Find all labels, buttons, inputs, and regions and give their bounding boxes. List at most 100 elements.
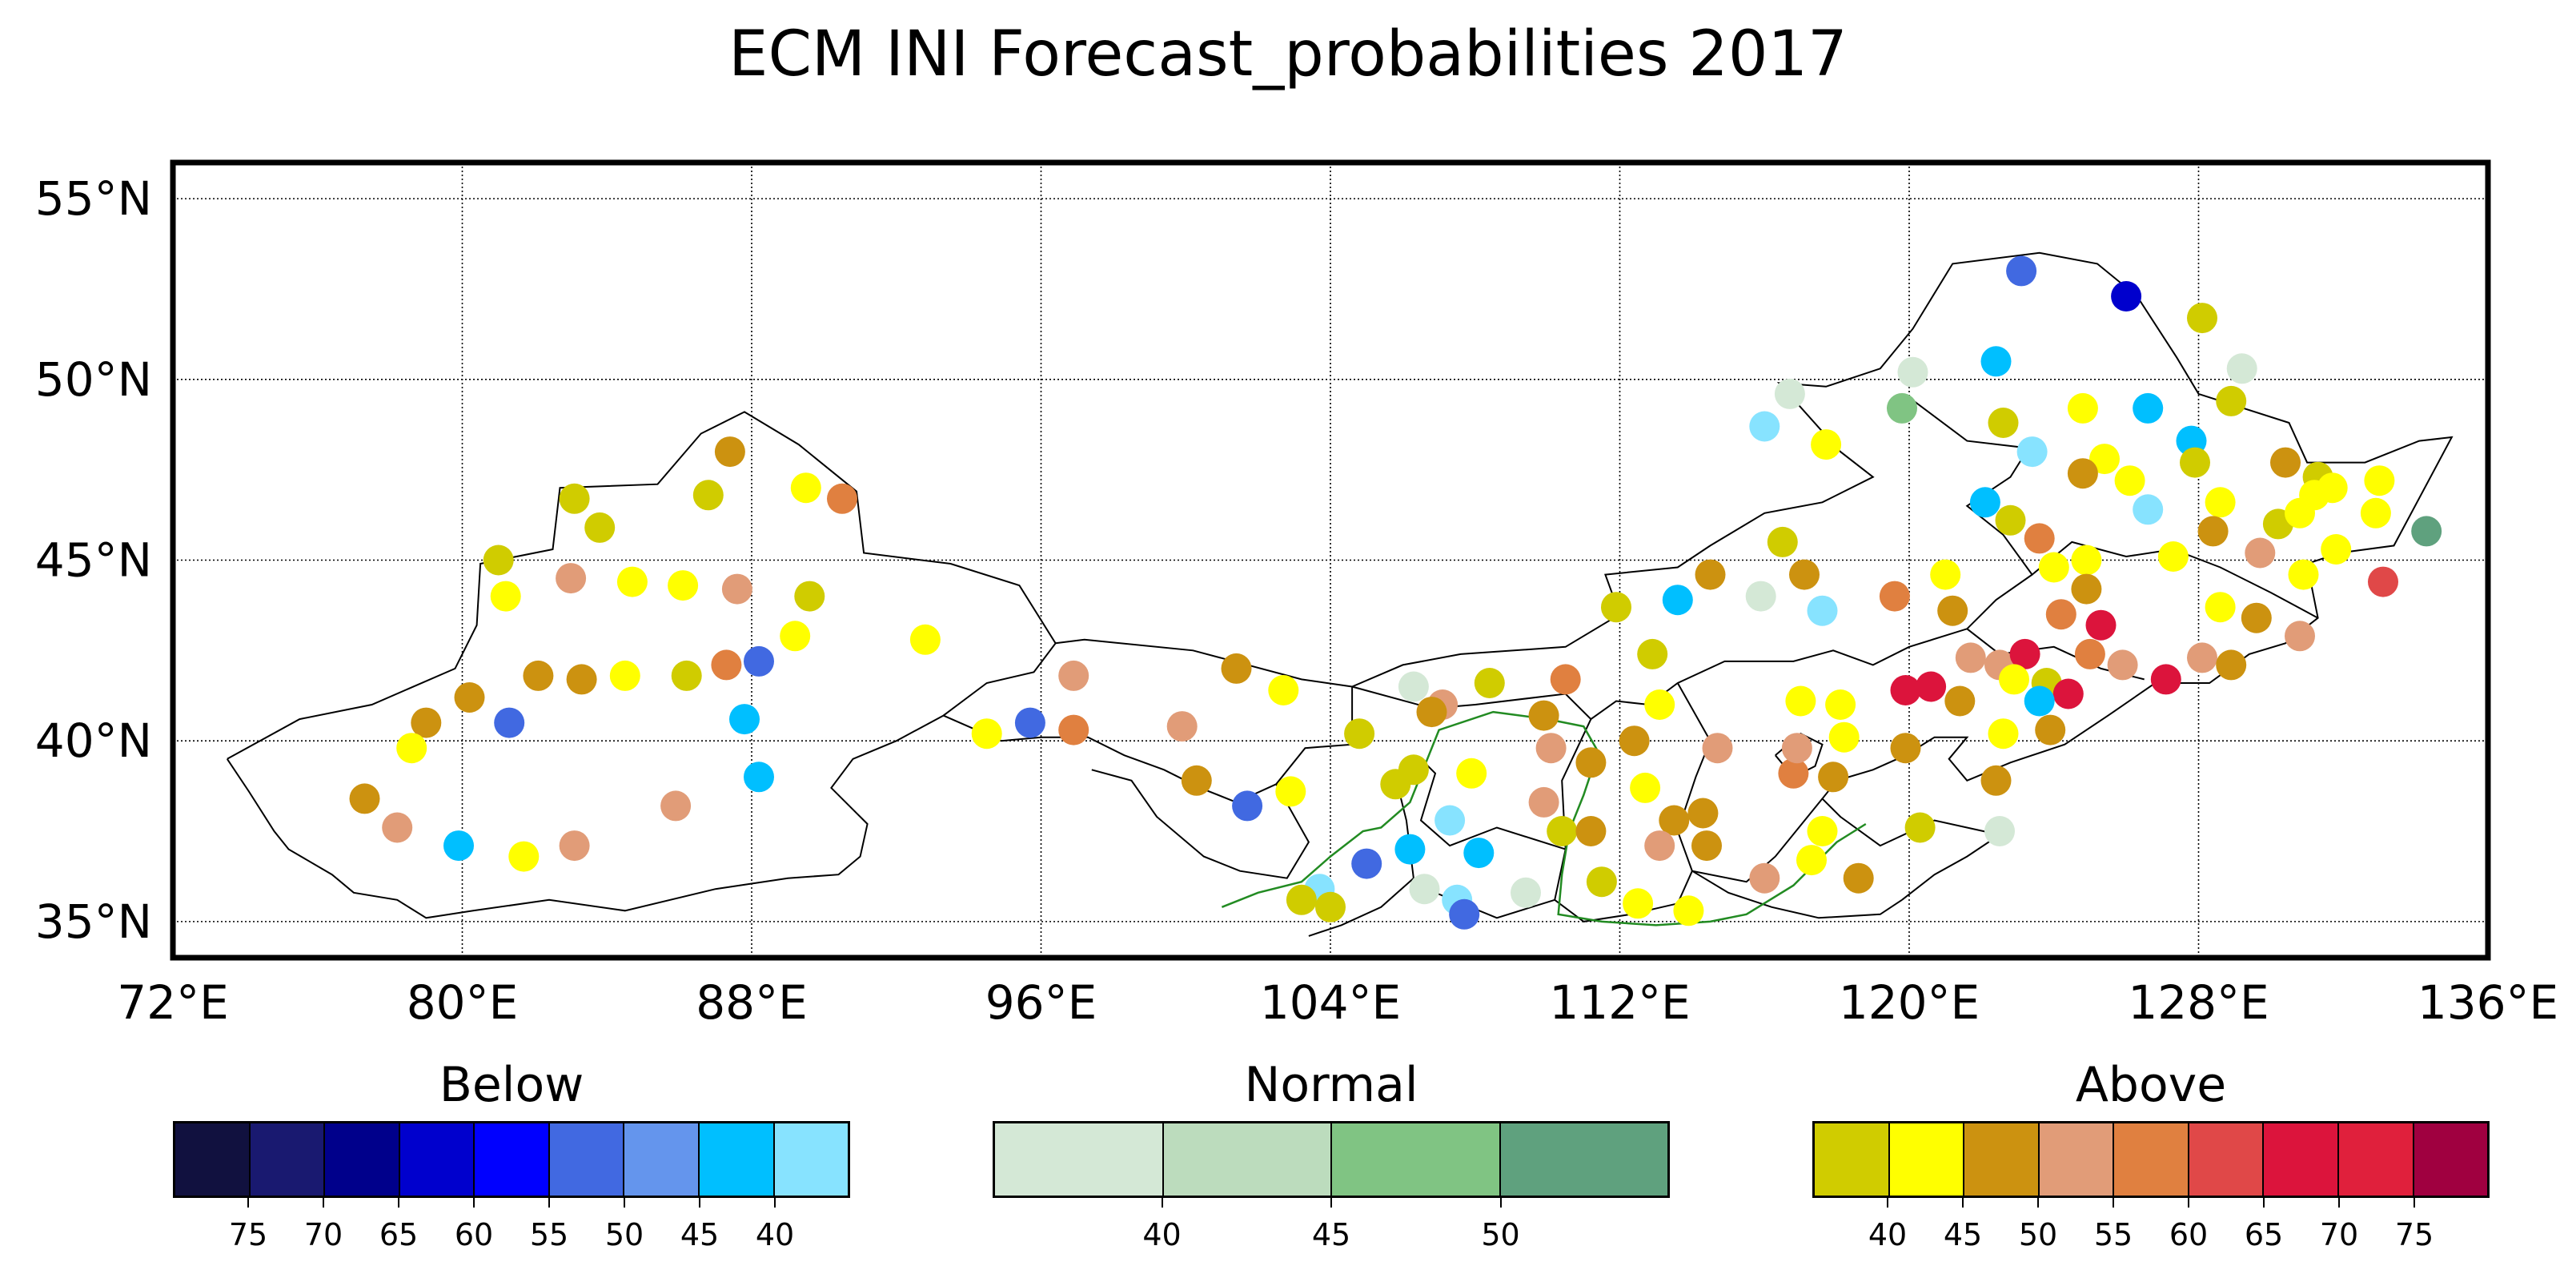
legend-tick-label: 60 bbox=[2169, 1217, 2209, 1252]
station-marker bbox=[1749, 411, 1780, 442]
station-marker bbox=[1988, 408, 2019, 438]
station-marker bbox=[1828, 721, 1860, 753]
lon-tick-label: 136°E bbox=[2418, 975, 2558, 1030]
station-marker bbox=[1166, 711, 1198, 742]
station-marker bbox=[2071, 545, 2102, 576]
station-marker bbox=[1659, 805, 1690, 836]
station-marker bbox=[1818, 762, 1849, 793]
station-markers bbox=[349, 255, 2442, 930]
station-marker bbox=[396, 733, 427, 764]
station-marker bbox=[1449, 898, 1480, 930]
station-marker bbox=[1785, 685, 1816, 717]
station-marker bbox=[1014, 707, 1045, 738]
station-marker bbox=[971, 718, 1002, 750]
station-marker bbox=[2288, 559, 2319, 590]
station-marker bbox=[2111, 281, 2142, 311]
station-marker bbox=[559, 830, 590, 862]
legend-tickmark bbox=[1962, 1198, 1964, 1208]
station-marker bbox=[1575, 747, 1607, 778]
station-marker bbox=[1955, 642, 1986, 673]
station-marker bbox=[1275, 776, 1306, 807]
station-marker bbox=[1535, 733, 1567, 764]
station-marker bbox=[1619, 725, 1650, 757]
station-marker bbox=[1767, 526, 1798, 557]
legend-color-segment bbox=[1815, 1123, 1890, 1196]
station-marker bbox=[1887, 392, 1917, 424]
station-marker bbox=[2321, 534, 2352, 565]
station-marker bbox=[2035, 714, 2066, 746]
legend-tickmark bbox=[2263, 1198, 2265, 1208]
lat-tick-label: 55°N bbox=[35, 171, 152, 226]
station-marker bbox=[1890, 733, 1921, 764]
legend-color-segment bbox=[549, 1123, 625, 1196]
station-marker bbox=[2071, 573, 2102, 605]
station-marker bbox=[1904, 812, 1936, 843]
legend-tick-label: 60 bbox=[454, 1217, 494, 1252]
legend-color-segment bbox=[699, 1123, 775, 1196]
station-marker bbox=[1416, 697, 1447, 728]
station-marker bbox=[349, 783, 380, 814]
border-line bbox=[1554, 718, 1693, 922]
station-marker bbox=[1890, 675, 1921, 705]
station-marker bbox=[2270, 447, 2301, 478]
legend-tickmark bbox=[2037, 1198, 2039, 1208]
lon-tick-label: 104°E bbox=[1260, 975, 1401, 1030]
station-marker bbox=[1058, 660, 1089, 691]
station-marker bbox=[1380, 769, 1411, 800]
station-marker bbox=[2360, 497, 2391, 528]
station-marker bbox=[2150, 664, 2181, 695]
station-marker bbox=[2052, 678, 2084, 709]
legend-tick-label: 45 bbox=[680, 1217, 720, 1252]
station-marker bbox=[721, 573, 752, 605]
station-marker bbox=[2089, 444, 2120, 475]
legend-tickmark bbox=[1330, 1198, 1332, 1208]
yellow-river bbox=[1221, 710, 1867, 926]
border-line bbox=[1351, 251, 2454, 901]
station-marker bbox=[2074, 638, 2105, 669]
station-marker bbox=[668, 570, 699, 601]
station-marker bbox=[1778, 758, 1809, 789]
station-marker bbox=[2067, 458, 2098, 489]
station-marker bbox=[559, 483, 590, 514]
legend-tick-label: 45 bbox=[1943, 1217, 1983, 1252]
station-marker bbox=[2045, 599, 2076, 630]
station-marker bbox=[2187, 642, 2217, 673]
station-marker bbox=[1550, 664, 1581, 695]
station-marker bbox=[744, 645, 774, 677]
legend-tickmark bbox=[624, 1198, 625, 1208]
station-marker bbox=[1601, 592, 1631, 623]
map-title: ECM INI Forecast_probabilities 2017 bbox=[728, 18, 1848, 90]
station-marker bbox=[2133, 494, 2164, 525]
station-marker bbox=[556, 563, 587, 594]
legend-color-segment bbox=[2338, 1123, 2414, 1196]
station-marker bbox=[790, 472, 821, 504]
station-marker bbox=[1644, 830, 1675, 862]
legend-color-segment bbox=[1964, 1123, 2040, 1196]
station-marker bbox=[780, 621, 811, 652]
legend-tick-label: 40 bbox=[755, 1217, 795, 1252]
legend-tickmark bbox=[473, 1198, 475, 1208]
station-marker bbox=[1586, 866, 1617, 898]
legend-tick-label: 45 bbox=[1311, 1217, 1351, 1252]
station-marker bbox=[443, 830, 474, 862]
station-marker bbox=[1687, 798, 1719, 829]
lon-tick-label: 80°E bbox=[407, 975, 518, 1030]
station-marker bbox=[2133, 392, 2164, 424]
station-marker bbox=[2216, 385, 2247, 416]
station-marker bbox=[909, 624, 941, 655]
station-marker bbox=[2317, 472, 2348, 504]
station-marker bbox=[2038, 552, 2069, 583]
station-marker bbox=[1745, 581, 1776, 612]
station-marker bbox=[2114, 465, 2145, 496]
station-marker bbox=[1781, 733, 1812, 764]
legend-tick-label: 70 bbox=[303, 1217, 343, 1252]
station-marker bbox=[382, 812, 413, 843]
station-marker bbox=[1969, 487, 2000, 518]
map-border bbox=[170, 159, 2491, 961]
station-marker bbox=[1463, 838, 1495, 869]
longitude-ticks: 72°E 80°E 88°E 96°E 104°E 112°E 120°E 128°E 136°… bbox=[117, 975, 2558, 1030]
legend-color-segment bbox=[1500, 1123, 1667, 1196]
station-marker bbox=[692, 480, 724, 511]
station-marker bbox=[2006, 255, 2037, 287]
station-marker bbox=[2216, 649, 2247, 681]
